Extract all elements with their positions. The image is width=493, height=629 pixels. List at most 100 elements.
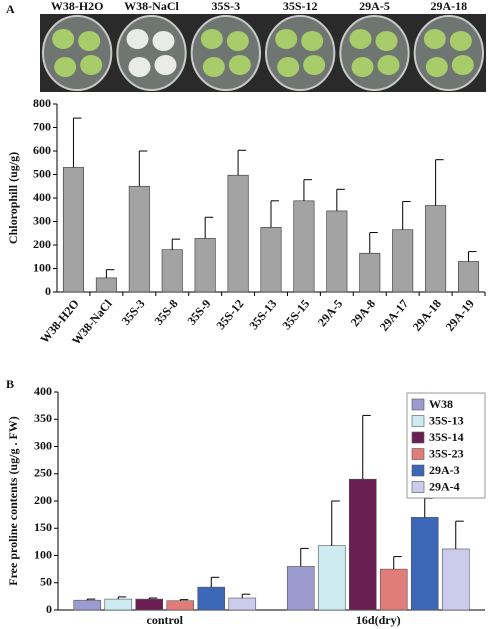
bar: [104, 598, 133, 611]
bar: [260, 227, 282, 293]
y-tick-label: 350: [34, 411, 52, 425]
legend-label: 35S-13: [429, 413, 464, 427]
y-tick-label: 0: [45, 284, 51, 298]
dish: [413, 15, 485, 91]
x-tick-label: 35S-8: [151, 297, 180, 328]
leaf: [152, 31, 175, 51]
bar: [166, 600, 195, 611]
photo-label: W38-NaCl: [124, 0, 179, 13]
leaf: [78, 31, 101, 51]
bar: [326, 210, 348, 293]
legend-swatch: [411, 464, 425, 477]
x-tick-label: 29A-18: [410, 297, 444, 334]
dish: [339, 15, 410, 91]
y-tick-label: 600: [33, 143, 51, 157]
y-tick-label: 200: [33, 237, 51, 251]
bar: [392, 229, 414, 293]
bar: [194, 238, 216, 293]
y-tick-label: 250: [34, 466, 52, 480]
leaf: [126, 29, 149, 49]
x-tick-label: 35S-12: [213, 297, 246, 333]
leaf: [275, 29, 298, 49]
panel-label: A: [6, 2, 15, 16]
y-tick-label: 100: [33, 260, 51, 274]
bar: [379, 568, 408, 611]
legend-label: 35S-14: [429, 430, 464, 444]
legend-swatch: [411, 415, 425, 427]
y-tick-label: 200: [34, 493, 52, 507]
legend-swatch: [411, 448, 425, 460]
y-tick-label: 400: [33, 190, 51, 204]
y-tick-label: 50: [40, 575, 52, 589]
leaf: [128, 57, 151, 77]
bar: [95, 277, 117, 293]
dish: [41, 15, 113, 91]
bar: [62, 167, 84, 293]
photo-strip: [40, 14, 486, 92]
bar: [359, 252, 381, 293]
panel-label: B: [6, 377, 14, 391]
legend-swatch: [411, 481, 425, 493]
leaf: [52, 29, 75, 49]
x-tick-label: 35S-9: [184, 297, 213, 328]
leaf: [303, 55, 326, 75]
bar: [410, 517, 439, 611]
leaf: [425, 57, 448, 77]
x-tick-label: 35S-3: [119, 297, 148, 328]
leaf: [200, 29, 223, 49]
y-tick-label: 0: [46, 602, 52, 616]
y-tick-label: 100: [34, 547, 52, 561]
bar: [317, 545, 346, 611]
bar: [128, 185, 150, 293]
bar: [73, 599, 102, 611]
legend-label: 29A-4: [429, 479, 460, 493]
photo-label: 29A-18: [430, 0, 467, 13]
legend-swatch: [411, 431, 425, 444]
y-tick-label: 800: [33, 96, 51, 110]
bar: [293, 200, 315, 293]
bar: [441, 548, 470, 611]
x-tick-label: 29A-8: [348, 297, 378, 329]
dish: [265, 15, 336, 91]
x-tick-label: 16d(dry): [356, 613, 401, 627]
bar: [425, 205, 447, 293]
leaf: [228, 55, 251, 75]
leaf: [375, 31, 398, 51]
photo-label: 35S-3: [211, 0, 240, 13]
legend-box: [406, 392, 486, 499]
leaf: [449, 31, 472, 51]
x-tick-label: control: [147, 613, 184, 627]
x-tick-label: 29A-5: [315, 297, 345, 329]
leaf: [54, 57, 77, 77]
bar: [348, 478, 377, 611]
legend-swatch: [411, 398, 425, 411]
bar: [228, 597, 257, 611]
bar: [161, 249, 183, 293]
leaf: [377, 55, 400, 75]
leaf: [226, 31, 249, 51]
y-tick-label: 500: [33, 166, 51, 180]
bar: [227, 174, 249, 293]
x-tick-label: 29A-19: [443, 297, 477, 334]
y-axis-label: Chlorophill (ug/g): [6, 152, 20, 244]
legend-label: 29A-3: [429, 463, 460, 477]
y-axis-label: Free proline contents (ug/g . FW): [6, 416, 20, 586]
photo-label: 29A-5: [359, 0, 390, 13]
leaf: [349, 29, 372, 49]
leaf: [80, 55, 103, 75]
y-tick-label: 300: [33, 213, 51, 227]
bar: [458, 261, 480, 293]
y-tick-label: 700: [33, 119, 51, 133]
dish: [116, 15, 187, 91]
leaf: [202, 57, 225, 77]
photo-label: W38-H2O: [51, 0, 104, 13]
leaf: [351, 57, 374, 77]
x-tick-label: 35S-13: [246, 297, 279, 333]
leaf: [423, 29, 446, 49]
photo-label: 35S-12: [283, 0, 318, 13]
leaf: [154, 55, 177, 75]
y-tick-label: 150: [34, 520, 52, 534]
bar: [197, 586, 226, 611]
bar: [135, 598, 164, 611]
